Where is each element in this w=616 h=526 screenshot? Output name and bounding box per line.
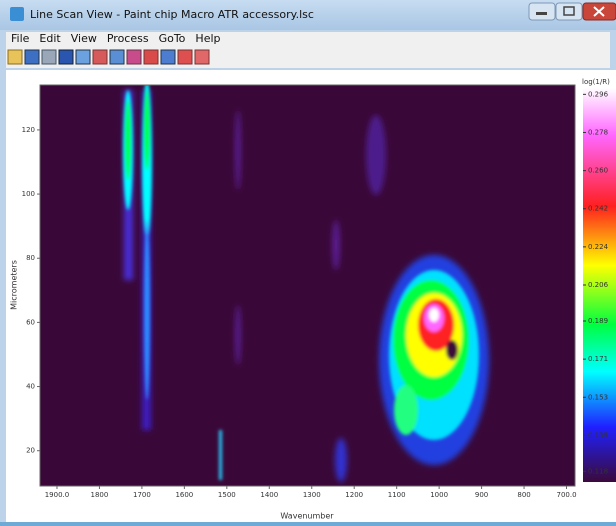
y-tick-label: 100 (22, 190, 35, 198)
menu-item[interactable]: GoTo (159, 32, 186, 45)
app-window: Line Scan View - Paint chip Macro ATR ac… (0, 0, 616, 522)
toolbar-icons (6, 48, 266, 68)
title-bar: Line Scan View - Paint chip Macro ATR ac… (0, 0, 616, 30)
toolbar-buttons[interactable] (8, 50, 209, 64)
y-tick-label: 60 (26, 318, 35, 326)
y-axis-label: Micrometers (10, 260, 19, 310)
colorbar-tick-label: 0.278 (588, 128, 608, 136)
x-tick-label: 1600 (175, 491, 193, 499)
menu-item[interactable]: File (11, 32, 29, 45)
plot-background (40, 85, 575, 486)
colorbar-tick-label: 0.171 (588, 355, 608, 363)
x-tick-label: 1100 (388, 491, 406, 499)
toolbar (6, 48, 610, 68)
app-icon (10, 7, 24, 21)
y-tick-label: 20 (26, 447, 35, 455)
x-tick-label: 1300 (303, 491, 321, 499)
colorbar-tick-label: 0.242 (588, 205, 608, 213)
colorbar-tick-label: 0.296 (588, 90, 609, 98)
window-title: Line Scan View - Paint chip Macro ATR ac… (30, 8, 314, 21)
colorbar-tick-label: 0.153 (588, 393, 608, 401)
x-tick-label: 1900.0 (45, 491, 70, 499)
colorbar-tick-label: 0.189 (588, 317, 608, 325)
y-tick-label: 40 (26, 383, 35, 391)
minimize-glyph (536, 12, 547, 15)
x-tick-label: 1800 (91, 491, 109, 499)
maximize-button[interactable] (556, 3, 582, 20)
x-tick-label: 1000 (430, 491, 448, 499)
x-tick-label: 1200 (345, 491, 363, 499)
x-tick-label: 800 (517, 491, 530, 499)
x-tick-label: 1400 (260, 491, 278, 499)
minimize-button[interactable] (529, 3, 555, 20)
colorbar-label: log(1/R) (582, 78, 610, 86)
menu-bar: File Edit View Process GoTo Help (6, 32, 610, 48)
x-tick-label: 1500 (218, 491, 236, 499)
x-tick-label: 700.0 (556, 491, 576, 499)
menu-item[interactable]: View (71, 32, 97, 45)
colorbar-tick-label: 0.206 (588, 281, 609, 289)
y-tick-label: 120 (22, 126, 35, 134)
menu-item[interactable]: Edit (39, 32, 60, 45)
menu-item[interactable]: Process (107, 32, 149, 45)
colorbar-tick-label: 0.260 (588, 167, 608, 175)
y-tick-label: 80 (26, 254, 35, 262)
x-tick-label: 900 (475, 491, 488, 499)
colorbar-tick-label: 0.135 (588, 431, 608, 439)
x-axis-label: Wavenumber (280, 512, 334, 521)
colorbar-tick-label: 0.118 (588, 467, 608, 475)
x-tick-label: 1700 (133, 491, 151, 499)
plot-pane: log(1/R) Wavenumber Micrometers 1900.0 18… (6, 70, 616, 522)
menu-item[interactable]: Help (195, 32, 220, 45)
line-scan-plot: log(1/R) Wavenumber Micrometers 1900.0 18… (6, 70, 616, 522)
colorbar-tick-label: 0.224 (588, 243, 609, 251)
